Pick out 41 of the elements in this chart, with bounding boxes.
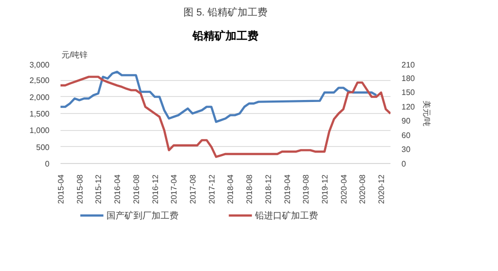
y2-tick-label: 180 [402, 74, 416, 83]
y2-tick-label: 120 [402, 102, 416, 112]
x-tick-label: 2020-08 [358, 174, 368, 204]
y2-tick-label: 30 [402, 145, 411, 154]
y2-tick-label: 150 [402, 88, 416, 98]
line-series [60, 76, 390, 158]
x-tick-label: 2019-08 [302, 174, 311, 204]
y-axis-title: 元/吨锌 [62, 50, 88, 60]
x-tick-label: 2016-12 [150, 174, 160, 204]
x-tick-label: 2019-12 [320, 174, 330, 204]
chart-subtitle: 铅精矿加工费 [192, 30, 258, 42]
y2-tick-label: 60 [402, 130, 411, 140]
y2-axis-title: 美元/吨 [422, 100, 431, 127]
line-series [60, 70, 378, 123]
x-tick-label: 2015-04 [56, 174, 66, 204]
x-tick-label: 2017-08 [188, 174, 198, 204]
y2-tick-label: 90 [402, 116, 411, 126]
y2-tick-label: 0 [402, 160, 406, 168]
chart-title: 图 5. 铅精矿加工费 [184, 6, 268, 18]
x-tick-label: 2018-08 [245, 174, 254, 204]
y-tick-label: 0 [45, 160, 50, 168]
y-tick-label: 2,500 [29, 76, 50, 86]
y-tick-label: 1,500 [29, 110, 50, 118]
x-tick-label: 2016-04 [113, 174, 122, 204]
legend-label: 国产矿到厂加工费 [106, 210, 179, 220]
x-tick-label: 2017-12 [207, 174, 216, 204]
x-tick-label: 2019-04 [282, 174, 292, 204]
x-tick-label: 2015-12 [94, 174, 104, 204]
x-tick-label: 2020-12 [377, 174, 386, 204]
y-tick-label: 3,000 [29, 60, 50, 70]
y2-tick-label: 210 [402, 60, 416, 70]
x-tick-label: 2018-12 [264, 174, 273, 204]
y-tick-label: 2,000 [29, 92, 50, 102]
x-tick-label: 2017-04 [170, 174, 179, 204]
legend-label: 铅进口矿加工费 [254, 210, 318, 220]
x-tick-label: 2018-04 [226, 174, 236, 204]
x-tick-label: 2020-04 [339, 174, 348, 204]
x-tick-label: 2016-08 [132, 174, 141, 204]
y-tick-label: 1,000 [29, 126, 50, 136]
x-tick-label: 2015-08 [75, 174, 84, 204]
y-tick-label: 500 [36, 142, 50, 152]
